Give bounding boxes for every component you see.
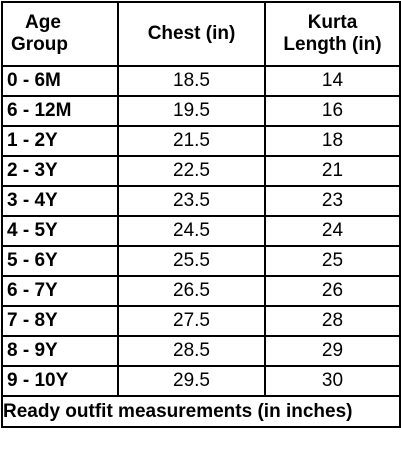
chest-cell: 21.5 xyxy=(117,125,266,157)
age-cell: 8 - 9Y xyxy=(1,335,119,367)
table-row: 3 - 4Y 23.5 23 xyxy=(1,185,401,217)
age-cell: 2 - 3Y xyxy=(1,155,119,187)
chest-cell: 19.5 xyxy=(117,95,266,127)
age-header-line1: Age xyxy=(25,12,61,33)
kurta-length-cell: 23 xyxy=(264,185,401,217)
age-cell: 3 - 4Y xyxy=(1,185,119,217)
table-row: 2 - 3Y 22.5 21 xyxy=(1,155,401,187)
age-cell: 4 - 5Y xyxy=(1,215,119,247)
chest-cell: 28.5 xyxy=(117,335,266,367)
table-footnote: Ready outfit measurements (in inches) xyxy=(1,395,401,428)
age-cell: 9 - 10Y xyxy=(1,365,119,397)
size-chart-table: Age Group Chest (in) Kurta Length (in) 0… xyxy=(1,1,401,428)
age-cell: 6 - 12M xyxy=(1,95,119,127)
table-header-row: Age Group Chest (in) Kurta Length (in) xyxy=(1,1,401,67)
kurta-length-cell: 28 xyxy=(264,305,401,337)
table-row: 8 - 9Y 28.5 29 xyxy=(1,335,401,367)
chest-cell: 23.5 xyxy=(117,185,266,217)
kurta-header-line1: Kurta xyxy=(307,12,358,33)
table-footer-row: Ready outfit measurements (in inches) xyxy=(1,395,401,428)
chest-cell: 26.5 xyxy=(117,275,266,307)
kurta-length-cell: 30 xyxy=(264,365,401,397)
kurta-length-cell: 16 xyxy=(264,95,401,127)
kurta-length-cell: 24 xyxy=(264,215,401,247)
kurta-length-cell: 29 xyxy=(264,335,401,367)
chest-cell: 18.5 xyxy=(117,65,266,97)
age-cell: 0 - 6M xyxy=(1,65,119,97)
table-row: 6 - 12M 19.5 16 xyxy=(1,95,401,127)
age-group-header: Age Group xyxy=(1,1,119,67)
kurta-length-header: Kurta Length (in) xyxy=(264,1,401,67)
table-row: 1 - 2Y 21.5 18 xyxy=(1,125,401,157)
chest-cell: 27.5 xyxy=(117,305,266,337)
kurta-header-line2: Length (in) xyxy=(283,34,382,55)
kurta-length-cell: 18 xyxy=(264,125,401,157)
table-row: 6 - 7Y 26.5 26 xyxy=(1,275,401,307)
kurta-length-cell: 26 xyxy=(264,275,401,307)
kurta-length-cell: 21 xyxy=(264,155,401,187)
age-cell: 6 - 7Y xyxy=(1,275,119,307)
chest-cell: 24.5 xyxy=(117,215,266,247)
table-row: 4 - 5Y 24.5 24 xyxy=(1,215,401,247)
age-cell: 7 - 8Y xyxy=(1,305,119,337)
table-row: 7 - 8Y 27.5 28 xyxy=(1,305,401,337)
table-row: 0 - 6M 18.5 14 xyxy=(1,65,401,97)
age-header-line2: Group xyxy=(11,34,68,55)
chest-cell: 25.5 xyxy=(117,245,266,277)
age-cell: 1 - 2Y xyxy=(1,125,119,157)
chest-header: Chest (in) xyxy=(117,1,266,67)
chest-cell: 29.5 xyxy=(117,365,266,397)
chest-cell: 22.5 xyxy=(117,155,266,187)
table-row: 5 - 6Y 25.5 25 xyxy=(1,245,401,277)
kurta-length-cell: 25 xyxy=(264,245,401,277)
table-row: 9 - 10Y 29.5 30 xyxy=(1,365,401,397)
age-cell: 5 - 6Y xyxy=(1,245,119,277)
kurta-length-cell: 14 xyxy=(264,65,401,97)
